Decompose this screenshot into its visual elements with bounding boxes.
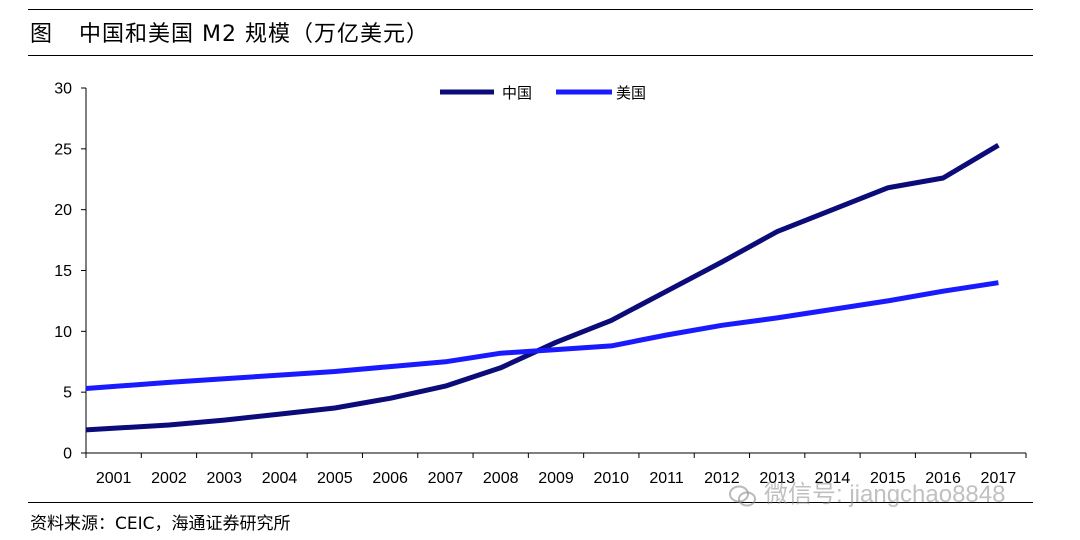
x-tick-label: 2012 [704,470,740,487]
x-tick-label: 2007 [428,470,464,487]
x-tick-label: 2017 [981,470,1017,487]
x-tick-label: 2006 [372,470,408,487]
y-tick-label: 20 [54,202,72,219]
series-line-china [85,143,1000,433]
y-tick-label: 25 [54,141,72,158]
x-tick-label: 2008 [483,470,519,487]
x-tick-label: 2010 [593,470,629,487]
x-tick-label: 2002 [151,470,187,487]
x-tick-label: 2013 [759,470,795,487]
x-tick-label: 2015 [870,470,906,487]
x-tick-label: 2003 [206,470,242,487]
figure-label: 图 [30,22,54,47]
x-tick-label: 2009 [538,470,574,487]
x-tick-label: 2004 [262,470,298,487]
figure-title: 图 中国和美国 M2 规模（万亿美元） [30,14,429,50]
x-tick-label: 2001 [96,470,132,487]
legend-label: 美国 [616,84,646,102]
y-tick-label: 30 [54,81,72,98]
title-rule [28,55,1033,56]
y-tick-label: 5 [63,385,72,402]
source-note: 资料来源：CEIC，海通证券研究所 [30,514,291,534]
series-line-usa [85,280,999,391]
top-rule [28,9,1033,10]
legend-label: 中国 [502,84,532,102]
y-tick-label: 15 [54,263,72,280]
y-tick-label: 10 [54,324,72,341]
y-tick-label: 0 [63,446,72,463]
x-tick-label: 2005 [317,470,353,487]
watermark: 微信号: jiangchao8848 [728,474,1005,509]
wechat-icon [728,481,758,509]
watermark-text: 微信号: jiangchao8848 [764,481,1006,508]
bottom-rule [28,502,1033,503]
x-tick-label: 2016 [925,470,961,487]
page-title: 中国和美国 M2 规模（万亿美元） [79,22,429,47]
x-tick-label: 2014 [815,470,851,487]
x-tick-label: 2011 [649,470,684,487]
